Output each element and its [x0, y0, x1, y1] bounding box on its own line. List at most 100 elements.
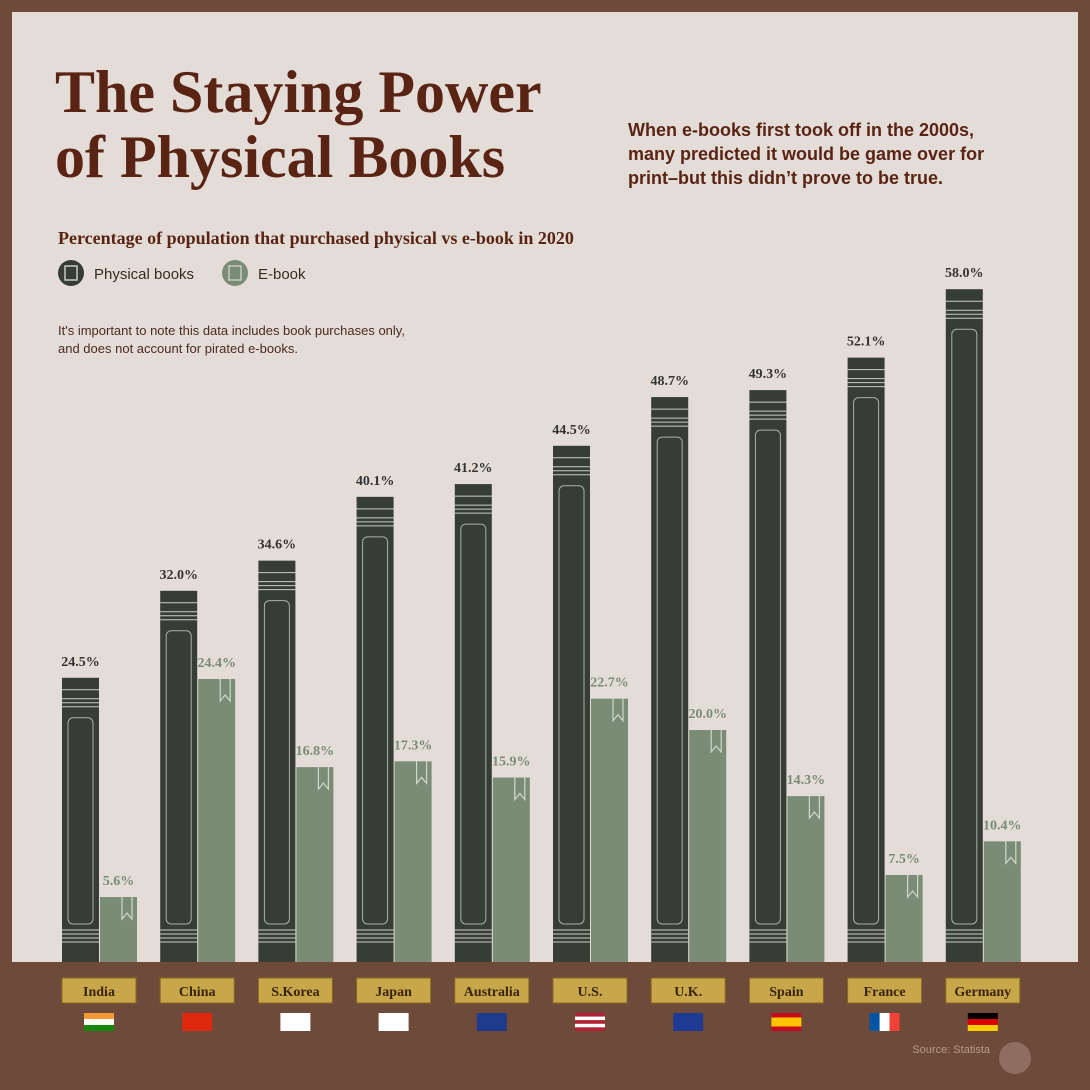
label-plaque: [159, 977, 235, 1004]
book-detail: [362, 536, 389, 925]
value-label: 16.8%: [296, 744, 335, 759]
value-label: 14.3%: [787, 773, 826, 788]
label-plaque: [748, 977, 824, 1004]
flag: [967, 1013, 998, 1019]
category-label: Japan: [375, 985, 412, 1000]
label-plaque: [257, 977, 333, 1004]
book-detail: [67, 717, 94, 925]
flag: [771, 1017, 802, 1022]
legend-icon: [228, 265, 242, 281]
flag: [967, 1025, 998, 1031]
flag: [476, 1013, 507, 1031]
flag: [280, 1013, 311, 1031]
value-label: 58.0%: [945, 266, 984, 281]
bookmark: [317, 767, 329, 791]
bookmark: [514, 777, 526, 802]
bookmark: [416, 761, 428, 785]
value-label: 44.5%: [552, 423, 591, 438]
label-plaque: [454, 977, 530, 1004]
value-label: 34.6%: [258, 538, 297, 553]
logo: [999, 1042, 1031, 1074]
value-label: 22.7%: [590, 676, 629, 691]
book-detail: [165, 630, 192, 925]
flag: [378, 1013, 409, 1031]
flag: [84, 1025, 114, 1031]
bookmark: [219, 678, 231, 703]
value-label: 15.9%: [492, 755, 531, 770]
ebook-bar: [591, 698, 628, 962]
flag: [771, 1022, 802, 1027]
flag: [575, 1016, 605, 1021]
bookmark: [121, 897, 133, 921]
description-box: When e-books first took off in the 2000s…: [628, 120, 985, 188]
value-label: 49.3%: [749, 367, 788, 382]
flag: [879, 1013, 890, 1031]
ebook-bar: [492, 777, 530, 962]
category-label: India: [83, 985, 115, 1000]
value-label: 32.0%: [159, 568, 198, 583]
flag: [889, 1013, 900, 1031]
value-label: 7.5%: [888, 852, 920, 867]
value-label: 52.1%: [847, 335, 886, 350]
chart-title: of Physical Books: [55, 124, 505, 190]
note: It's important to note this data include…: [58, 323, 405, 356]
bookmark: [710, 730, 722, 754]
ebook-bar: [296, 767, 334, 962]
category-label: U.S.: [578, 985, 603, 1000]
category-label: U.K.: [674, 985, 702, 1000]
bookmark: [1005, 841, 1017, 866]
label-plaque: [356, 977, 432, 1004]
label-plaque: [650, 977, 726, 1004]
flag: [182, 1013, 213, 1031]
label-plaque: [552, 977, 628, 1004]
ebook-bar: [100, 897, 137, 962]
value-label: 5.6%: [103, 874, 135, 889]
ebook-bar: [787, 796, 825, 962]
label-plaque: [945, 977, 1021, 1004]
label-plaque: [847, 977, 923, 1004]
note-box: It's important to note this data include…: [58, 323, 405, 356]
label-plaque: [61, 977, 137, 1004]
ebook-bar: [198, 678, 236, 962]
book-detail: [951, 328, 978, 925]
subtitle: Percentage of population that purchased …: [58, 228, 574, 248]
value-label: 20.0%: [688, 707, 727, 722]
category-label: S.Korea: [271, 985, 319, 1000]
value-label: 24.4%: [197, 656, 236, 671]
book-detail: [853, 397, 880, 925]
book-detail: [754, 429, 781, 925]
value-label: 48.7%: [650, 374, 689, 389]
source: Source: Statista: [912, 1044, 991, 1056]
legend-swatch: [222, 260, 248, 286]
legend-label: Physical books: [94, 266, 194, 283]
bookmark: [907, 875, 919, 899]
flag: [771, 1013, 802, 1018]
value-label: 17.3%: [394, 738, 433, 753]
book-detail: [558, 485, 585, 925]
chart-title: The Staying Power: [55, 59, 542, 125]
ebook-bar: [885, 875, 923, 962]
value-label: 40.1%: [356, 474, 395, 489]
flag: [771, 1026, 802, 1031]
value-label: 24.5%: [61, 655, 100, 670]
flag: [84, 1013, 114, 1019]
flag: [967, 1019, 998, 1025]
category-label: France: [864, 985, 906, 1000]
book-detail: [656, 436, 683, 925]
ebook-bar: [689, 730, 727, 962]
category-label: Spain: [769, 985, 803, 1000]
flag: [575, 1027, 605, 1031]
legend-swatch: [58, 260, 84, 286]
flag: [575, 1020, 605, 1024]
flag: [575, 1013, 605, 1017]
description: When e-books first took off in the 2000s…: [628, 120, 985, 188]
value-label: 10.4%: [983, 818, 1022, 833]
flag: [869, 1013, 880, 1031]
book-detail: [263, 600, 290, 925]
flag: [84, 1019, 114, 1025]
bookmark: [612, 698, 624, 723]
flag: [575, 1023, 605, 1028]
value-label: 41.2%: [454, 461, 493, 476]
ebook-bar: [394, 761, 432, 962]
